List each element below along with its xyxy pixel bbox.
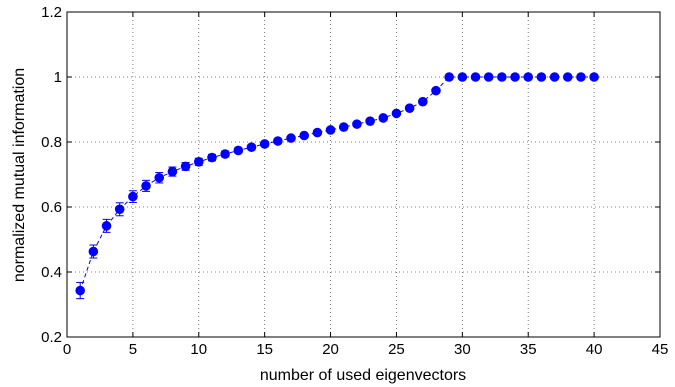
data-point xyxy=(391,108,402,119)
data-point xyxy=(233,145,244,156)
data-point xyxy=(75,285,85,296)
x-tick-label: 35 xyxy=(520,341,537,358)
data-point xyxy=(299,130,310,141)
y-axis-label: normalized mutual information xyxy=(11,68,28,282)
data-point xyxy=(193,157,204,167)
data-point xyxy=(220,149,230,159)
data-point xyxy=(128,191,138,202)
data-point xyxy=(431,85,441,96)
x-tick-label: 45 xyxy=(652,341,669,358)
data-point xyxy=(483,72,494,82)
x-tick-label: 30 xyxy=(454,341,471,358)
x-tick-label: 15 xyxy=(256,341,273,358)
data-point xyxy=(88,246,99,257)
y-tick-label: 1 xyxy=(54,69,62,86)
data-point xyxy=(167,166,178,177)
data-point xyxy=(418,96,428,107)
data-point xyxy=(141,181,151,191)
data-point xyxy=(273,136,283,146)
data-point xyxy=(259,139,270,149)
data-point xyxy=(114,204,125,215)
y-tick-label: 0.2 xyxy=(41,329,62,346)
data-point xyxy=(404,103,415,113)
y-tick-label: 0.4 xyxy=(41,264,62,281)
data-point xyxy=(207,152,217,163)
grid-lines xyxy=(67,12,660,337)
axis-ticks: 0 5 10 15 20 25 30 35 40 45 0.2 0.4 0.6 0.8 1 1.2 xyxy=(41,4,668,358)
data-point xyxy=(523,72,534,82)
data-point xyxy=(536,72,547,82)
data-point xyxy=(352,119,362,129)
data-series xyxy=(75,72,599,300)
data-point xyxy=(338,122,349,132)
data-point xyxy=(365,116,375,126)
data-point xyxy=(589,72,599,82)
data-point xyxy=(246,142,257,152)
data-point xyxy=(312,127,323,138)
x-tick-label: 20 xyxy=(322,341,339,358)
data-point xyxy=(154,172,165,183)
series-line xyxy=(79,76,595,291)
data-point xyxy=(470,72,481,82)
data-point xyxy=(325,125,336,135)
data-point xyxy=(457,72,468,82)
x-tick-label: 10 xyxy=(190,341,207,358)
y-tick-label: 1.2 xyxy=(41,4,62,21)
data-point xyxy=(378,113,389,123)
x-tick-label: 0 xyxy=(63,341,71,358)
data-point xyxy=(180,161,191,172)
x-tick-label: 25 xyxy=(388,341,405,358)
data-point xyxy=(549,72,560,82)
data-point xyxy=(510,72,520,82)
data-point xyxy=(444,72,454,82)
x-tick-label: 5 xyxy=(129,341,137,358)
data-point xyxy=(497,72,507,82)
x-tick-label: 40 xyxy=(586,341,603,358)
data-point xyxy=(562,72,573,82)
plot-frame xyxy=(66,11,661,338)
y-tick-label: 0.8 xyxy=(41,134,62,151)
data-point xyxy=(101,221,112,231)
x-axis-label: number of used eigenvectors xyxy=(260,367,466,384)
data-point xyxy=(286,133,296,143)
data-point xyxy=(576,72,586,82)
y-tick-label: 0.6 xyxy=(41,199,62,216)
